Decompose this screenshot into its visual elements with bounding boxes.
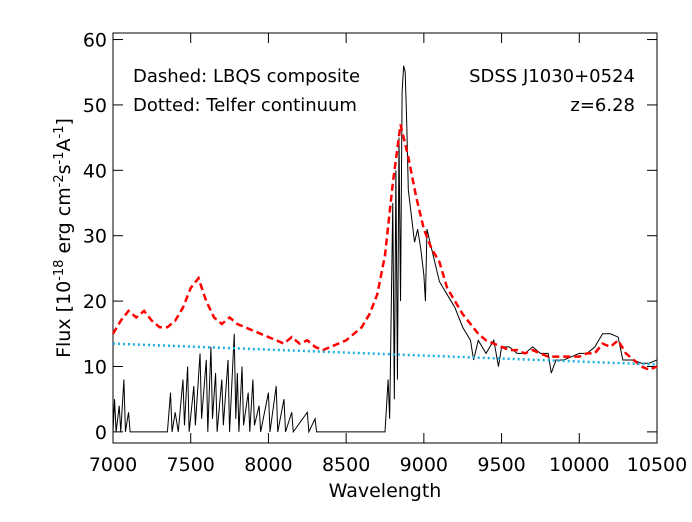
y-axis-label: Flux [10-18 erg cm-2s-1A-1] (52, 118, 76, 358)
x-tick-label: 9000 (400, 454, 448, 476)
y-label-part: Flux [10 (53, 281, 75, 358)
y-label-superscript: -2 (52, 174, 67, 187)
x-tick-label: 8000 (244, 454, 292, 476)
x-tick-label: 9500 (477, 454, 525, 476)
annotation: z=6.28 (570, 95, 635, 116)
annotation: Dotted: Telfer continuum (133, 95, 357, 116)
x-tick-label: 8500 (322, 454, 370, 476)
y-tick-label: 50 (83, 95, 107, 117)
y-label-part: erg cm (53, 187, 75, 259)
x-tick-label: 7000 (89, 454, 137, 476)
y-label-part: s (53, 164, 75, 174)
spectrum-line (111, 124, 658, 372)
annotation: SDSS J1030+0524 (469, 66, 635, 87)
spectrum-line (112, 342, 658, 366)
plot-frame (112, 32, 658, 444)
y-label-superscript: -18 (52, 260, 67, 281)
x-tick-label: 10000 (549, 454, 609, 476)
annotation: Dashed: LBQS composite (133, 66, 360, 87)
y-tick-label: 30 (83, 226, 107, 248)
y-tick-label: 10 (83, 356, 107, 378)
y-label-part: ] (53, 118, 75, 125)
x-tick-label: 10500 (627, 454, 687, 476)
y-label-superscript: -1 (52, 151, 67, 164)
y-label-superscript: -1 (52, 125, 67, 138)
y-tick-label: 40 (83, 160, 107, 182)
y-tick-label: 60 (83, 30, 107, 52)
y-tick-label: 0 (95, 422, 107, 444)
x-tick-label: 7500 (167, 454, 215, 476)
spectrum-line (112, 65, 658, 434)
y-tick-label: 20 (83, 291, 107, 313)
x-axis-label: Wavelength (329, 480, 442, 502)
y-label-part: A (53, 138, 75, 151)
